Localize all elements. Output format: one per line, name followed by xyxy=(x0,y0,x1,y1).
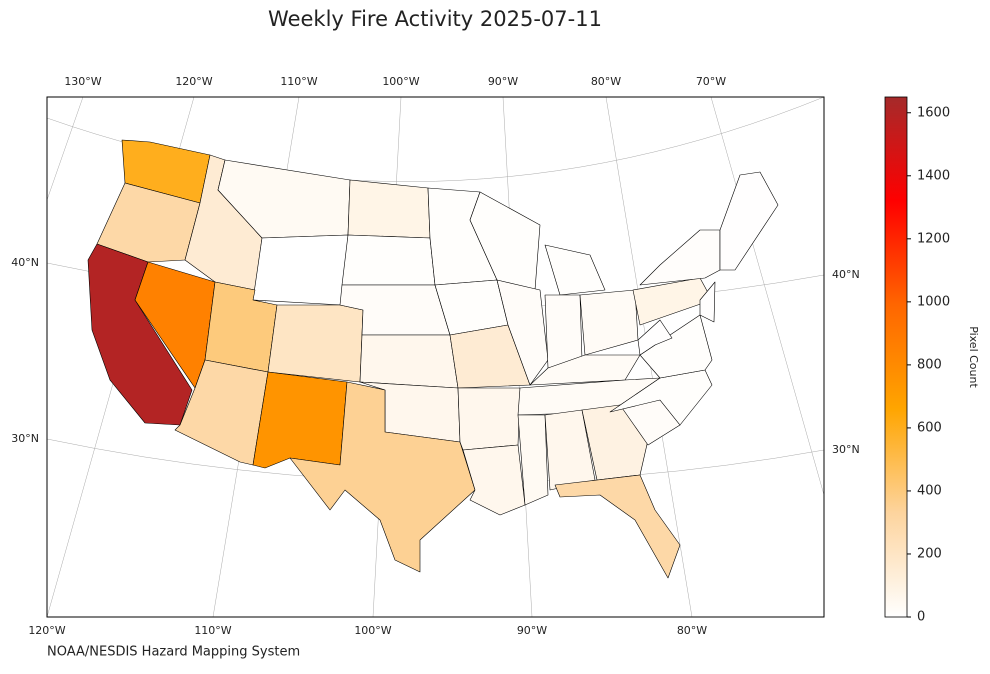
state xyxy=(267,304,364,383)
colorbar-tick-label: 200 xyxy=(917,546,942,561)
map-frame xyxy=(46,96,825,618)
colorbar-tick-label: 800 xyxy=(917,357,942,372)
colorbar-tick-label: 1400 xyxy=(917,168,950,183)
colorbar-tick-label: 1600 xyxy=(917,105,950,120)
lon-label: 100°W xyxy=(382,75,419,88)
colorbar-tick-label: 1200 xyxy=(917,231,950,246)
lat-label: 30°N xyxy=(11,432,39,445)
state xyxy=(462,444,526,516)
chart-title: Weekly Fire Activity 2025-07-11 xyxy=(268,7,602,31)
colorbar-label: Pixel Count xyxy=(967,326,980,388)
state xyxy=(581,404,649,481)
source: NOAA/NESDIS Hazard Mapping System xyxy=(47,645,300,660)
state xyxy=(529,354,641,386)
state xyxy=(496,279,549,386)
lat-label: 30°N xyxy=(832,443,860,456)
state xyxy=(579,289,639,356)
lon-label: 110°W xyxy=(280,75,317,88)
state xyxy=(699,281,716,323)
state xyxy=(289,381,476,573)
state xyxy=(359,334,459,389)
colorbar xyxy=(884,96,908,618)
colorbar-tick-label: 400 xyxy=(917,483,942,498)
state xyxy=(252,371,348,469)
state xyxy=(341,234,436,286)
state xyxy=(554,474,681,579)
state xyxy=(457,387,521,451)
state xyxy=(637,319,673,356)
states xyxy=(87,139,779,579)
state xyxy=(639,229,721,286)
state xyxy=(252,234,349,306)
colorbar-tick-label: 1000 xyxy=(917,294,950,309)
colorbar-tick-label: 600 xyxy=(917,420,942,435)
state xyxy=(544,244,606,296)
lat-label: 40°N xyxy=(832,268,860,281)
colorbar-tick-label: 0 xyxy=(917,610,925,625)
lon-label: 120°W xyxy=(175,75,212,88)
lon-label: 70°W xyxy=(696,75,726,88)
state xyxy=(347,179,431,239)
lon-label: 80°W xyxy=(677,624,707,637)
lon-label: 80°W xyxy=(591,75,621,88)
lon-label: 120°W xyxy=(28,624,65,637)
state xyxy=(719,171,779,271)
lat-label: 40°N xyxy=(11,256,39,269)
lon-label: 90°W xyxy=(488,75,518,88)
state xyxy=(544,294,583,369)
lon-label: 110°W xyxy=(194,624,231,637)
state xyxy=(517,414,549,506)
lon-label: 130°W xyxy=(64,75,101,88)
lon-label: 100°W xyxy=(354,624,391,637)
lon-label: 90°W xyxy=(517,624,547,637)
